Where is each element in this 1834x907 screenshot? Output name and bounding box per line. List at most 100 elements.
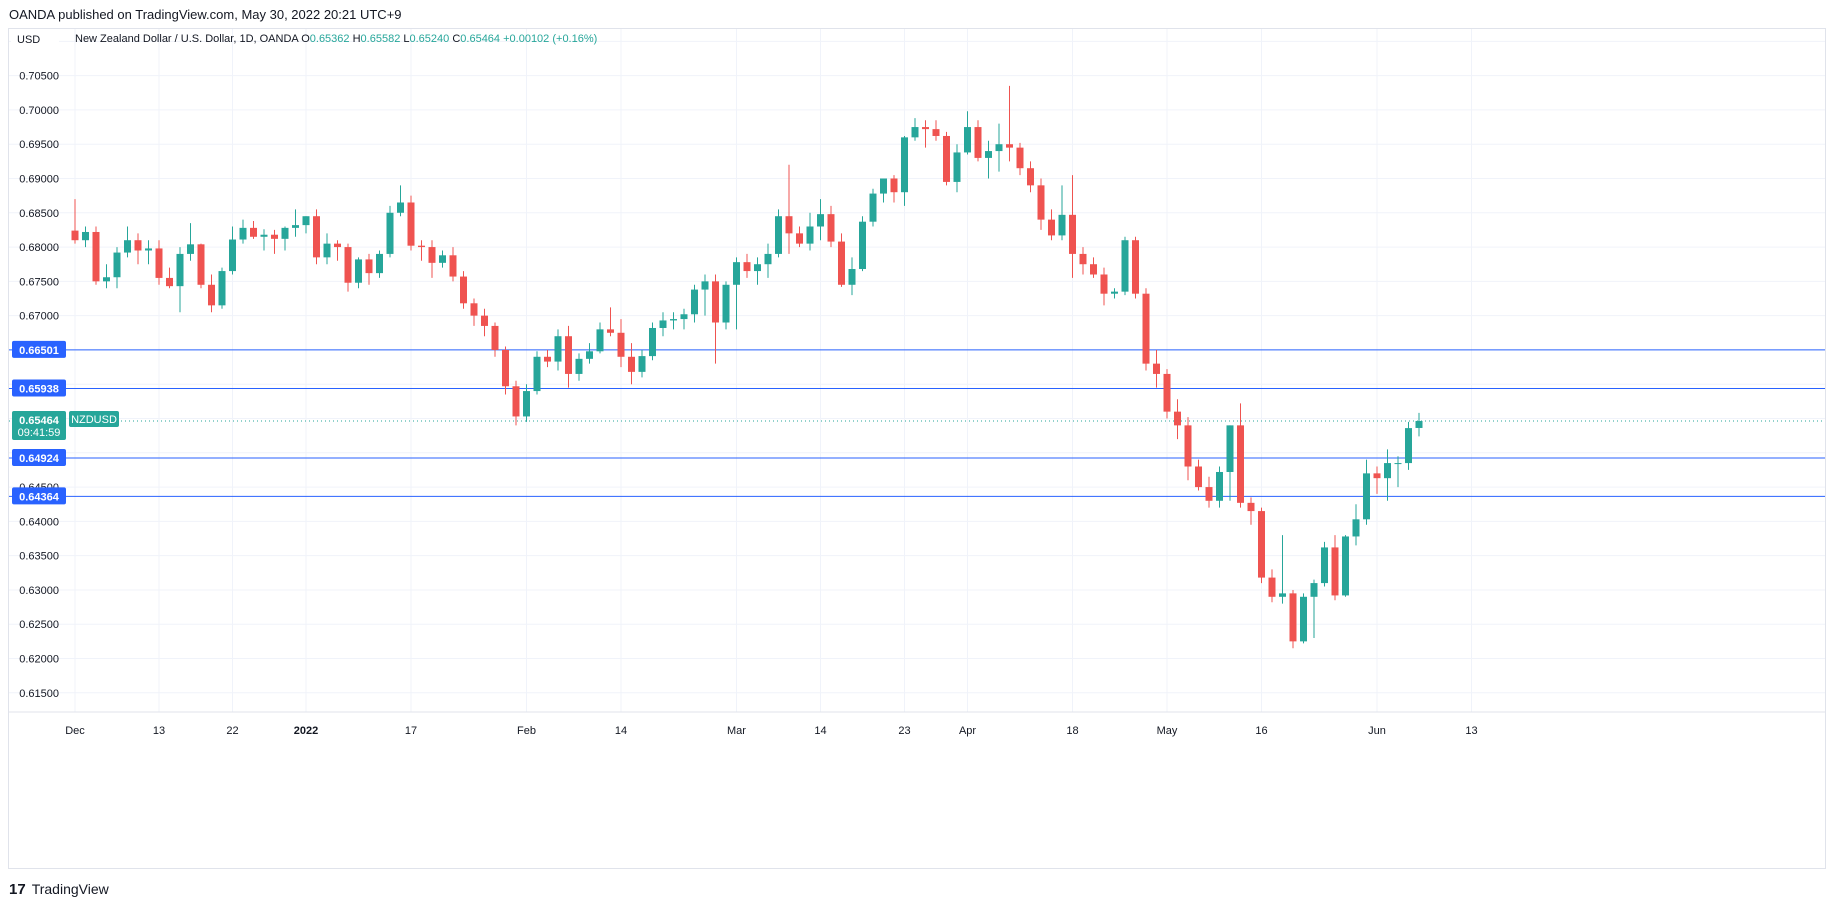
- candle-body[interactable]: [754, 264, 761, 272]
- candle-body[interactable]: [859, 221, 866, 270]
- candle-body[interactable]: [617, 332, 625, 357]
- candle-body[interactable]: [1132, 240, 1139, 294]
- candle-body[interactable]: [680, 314, 688, 320]
- candle-body[interactable]: [880, 178, 887, 194]
- candle-body[interactable]: [281, 227, 289, 239]
- candle-body[interactable]: [197, 244, 205, 285]
- candle-body[interactable]: [1321, 547, 1328, 584]
- chart-frame[interactable]: 0.710000.705000.700000.695000.690000.685…: [8, 28, 1826, 869]
- candle-body[interactable]: [1058, 214, 1066, 236]
- candle-body[interactable]: [1027, 168, 1034, 186]
- candle-body[interactable]: [775, 216, 782, 254]
- candle-body[interactable]: [985, 151, 992, 158]
- candle-body[interactable]: [176, 253, 184, 287]
- candle-body[interactable]: [239, 227, 247, 240]
- candle-body[interactable]: [733, 262, 740, 285]
- candle-body[interactable]: [901, 137, 908, 193]
- candle-body[interactable]: [1394, 463, 1402, 465]
- candle-body[interactable]: [1174, 411, 1181, 426]
- candle-body[interactable]: [712, 281, 719, 323]
- candle-body[interactable]: [1237, 425, 1244, 503]
- candle-body[interactable]: [365, 259, 373, 274]
- candle-body[interactable]: [596, 329, 604, 352]
- candle-body[interactable]: [344, 247, 352, 283]
- candle-body[interactable]: [1205, 487, 1213, 501]
- candle-body[interactable]: [1037, 185, 1045, 220]
- candle-body[interactable]: [1342, 536, 1349, 596]
- candle-body[interactable]: [1153, 363, 1160, 374]
- candle-body[interactable]: [397, 202, 404, 213]
- candle-body[interactable]: [911, 127, 919, 138]
- candle-body[interactable]: [1258, 511, 1265, 578]
- candle-body[interactable]: [607, 329, 614, 333]
- candle-body[interactable]: [460, 276, 467, 304]
- candle-body[interactable]: [533, 356, 541, 392]
- candle-body[interactable]: [229, 239, 236, 272]
- candle-body[interactable]: [544, 356, 551, 362]
- candle-body[interactable]: [670, 319, 677, 321]
- candle-body[interactable]: [764, 253, 772, 265]
- candle-body[interactable]: [785, 216, 793, 234]
- candle-body[interactable]: [1289, 593, 1297, 642]
- candle-body[interactable]: [155, 248, 163, 278]
- candle-body[interactable]: [103, 277, 110, 282]
- candle-body[interactable]: [1363, 473, 1370, 520]
- candle-body[interactable]: [1415, 420, 1423, 428]
- candle-body[interactable]: [145, 248, 152, 251]
- candle-body[interactable]: [932, 129, 940, 136]
- candle-body[interactable]: [1048, 219, 1055, 236]
- candle-body[interactable]: [512, 386, 520, 417]
- candle-body[interactable]: [1405, 428, 1412, 464]
- candle-body[interactable]: [838, 241, 845, 285]
- candle-body[interactable]: [355, 259, 362, 283]
- candle-body[interactable]: [334, 243, 341, 248]
- candle-body[interactable]: [428, 247, 436, 263]
- candle-body[interactable]: [953, 152, 961, 182]
- candle-body[interactable]: [827, 214, 835, 242]
- candle-body[interactable]: [82, 231, 89, 241]
- candle-body[interactable]: [439, 255, 446, 263]
- candle-body[interactable]: [260, 234, 268, 237]
- candle-body[interactable]: [1163, 373, 1171, 412]
- candle-body[interactable]: [1184, 425, 1192, 467]
- candle-body[interactable]: [1195, 466, 1202, 488]
- candle-body[interactable]: [869, 193, 877, 222]
- candle-body[interactable]: [554, 336, 562, 362]
- candle-body[interactable]: [995, 144, 1003, 152]
- candle-body[interactable]: [1310, 583, 1318, 597]
- candle-body[interactable]: [628, 356, 635, 372]
- candle-body[interactable]: [1226, 425, 1234, 472]
- candle-body[interactable]: [1121, 240, 1129, 292]
- candle-body[interactable]: [943, 135, 950, 182]
- candle-body[interactable]: [271, 234, 278, 239]
- candle-body[interactable]: [113, 252, 121, 278]
- candle-body[interactable]: [1247, 502, 1255, 512]
- candle-body[interactable]: [1016, 147, 1024, 169]
- candle-body[interactable]: [1216, 471, 1223, 501]
- candle-body[interactable]: [187, 244, 194, 254]
- candle-body[interactable]: [449, 255, 457, 277]
- candle-body[interactable]: [1331, 547, 1339, 596]
- candle-body[interactable]: [1300, 596, 1307, 642]
- candle-body[interactable]: [250, 227, 257, 237]
- candle-body[interactable]: [491, 325, 499, 350]
- candle-body[interactable]: [218, 271, 226, 306]
- candle-body[interactable]: [691, 289, 698, 315]
- candle-body[interactable]: [1100, 274, 1108, 294]
- candle-body[interactable]: [1006, 144, 1013, 148]
- candle-body[interactable]: [166, 277, 173, 287]
- candle-body[interactable]: [502, 349, 509, 387]
- candle-body[interactable]: [817, 214, 824, 227]
- candle-body[interactable]: [1384, 463, 1391, 479]
- candle-body[interactable]: [890, 178, 898, 193]
- candle-body[interactable]: [323, 243, 331, 258]
- candle-body[interactable]: [481, 315, 488, 326]
- candle-body[interactable]: [92, 231, 100, 282]
- candle-body[interactable]: [722, 284, 730, 323]
- candle-body[interactable]: [386, 212, 394, 254]
- candle-body[interactable]: [1079, 253, 1087, 265]
- candle-body[interactable]: [292, 225, 299, 228]
- candle-body[interactable]: [565, 336, 572, 374]
- candle-body[interactable]: [649, 327, 656, 357]
- candle-body[interactable]: [313, 216, 320, 258]
